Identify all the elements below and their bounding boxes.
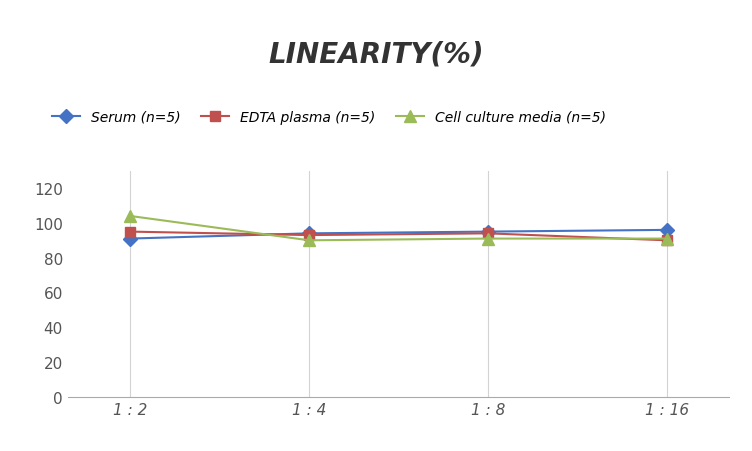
Serum (n=5) (663, 228, 672, 233)
Text: LINEARITY(%): LINEARITY(%) (268, 40, 484, 68)
EDTA plasma (n=5) (305, 233, 314, 238)
Cell culture media (n=5) (663, 236, 672, 242)
EDTA plasma (n=5) (663, 238, 672, 244)
Legend: Serum (n=5), EDTA plasma (n=5), Cell culture media (n=5): Serum (n=5), EDTA plasma (n=5), Cell cul… (52, 110, 606, 124)
Serum (n=5) (126, 236, 135, 242)
EDTA plasma (n=5) (126, 230, 135, 235)
Line: EDTA plasma (n=5): EDTA plasma (n=5) (126, 227, 672, 246)
Cell culture media (n=5) (484, 236, 493, 242)
EDTA plasma (n=5) (484, 231, 493, 236)
Cell culture media (n=5) (126, 214, 135, 219)
Serum (n=5) (305, 231, 314, 236)
Line: Cell culture media (n=5): Cell culture media (n=5) (125, 211, 672, 246)
Serum (n=5) (484, 230, 493, 235)
Line: Serum (n=5): Serum (n=5) (126, 226, 672, 244)
Cell culture media (n=5) (305, 238, 314, 244)
